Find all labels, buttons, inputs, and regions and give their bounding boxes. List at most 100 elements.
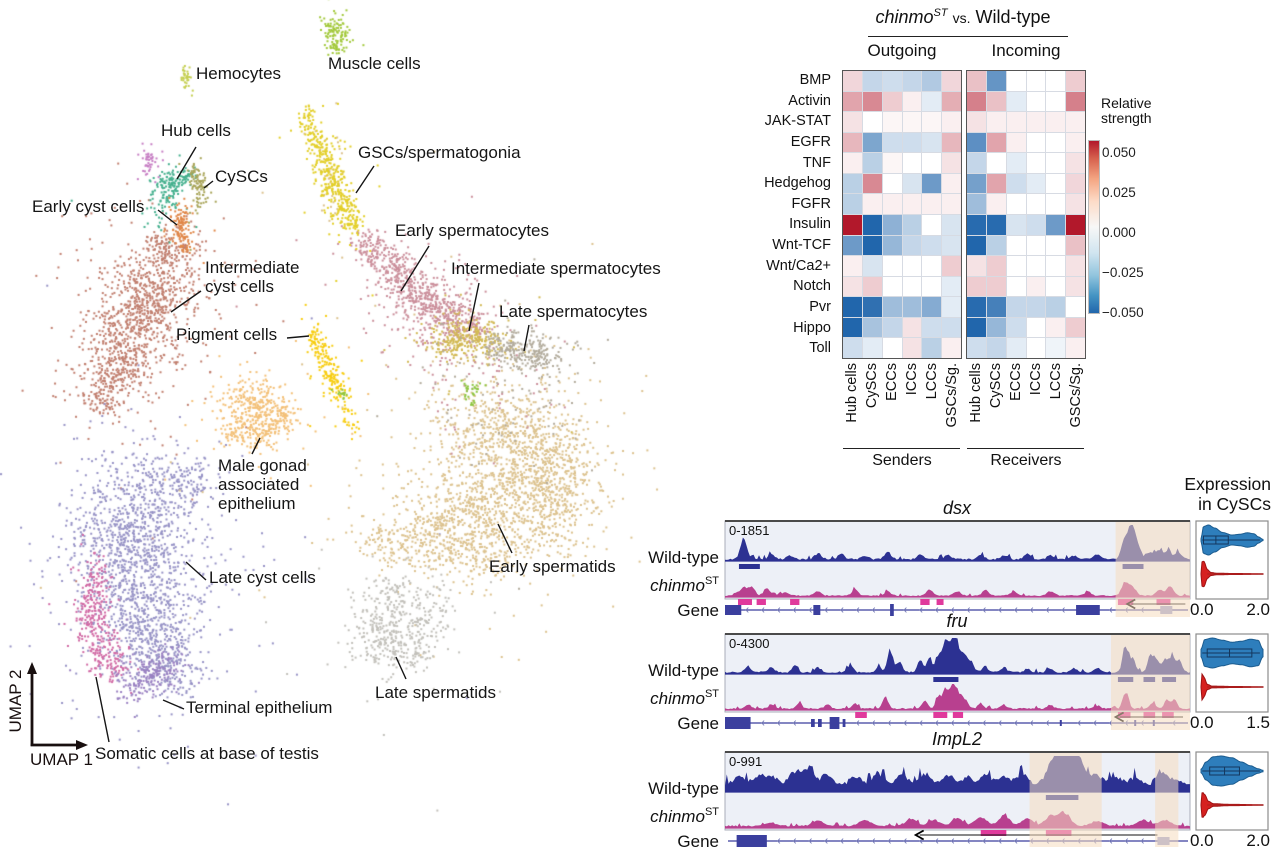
heatmap-cell: [1066, 214, 1085, 235]
scale-label-ImpL2: 0-991: [729, 754, 762, 769]
heatmap-cell: [862, 112, 882, 132]
heatmap-cell: [902, 338, 922, 358]
umap-label-hub-cells: Hub cells: [161, 121, 231, 140]
umap-label-early-cyst-cells: Early cyst cells: [32, 197, 145, 216]
exon-box: [842, 719, 846, 727]
exon-box: [811, 719, 815, 727]
intron-chevron: [840, 838, 844, 844]
heatmap-row-label: Hippo: [793, 319, 831, 336]
intron-chevron: [935, 720, 939, 726]
heatmap-cell: [843, 256, 862, 276]
intron-chevron: [919, 838, 923, 844]
expression-header: Expression in CySCs: [1095, 474, 1271, 514]
intron-chevron: [982, 607, 986, 613]
wt-row-label-dsx: Wild-type: [648, 548, 719, 567]
heatmap-cell: [1006, 132, 1026, 153]
heatmap-cell: [967, 173, 986, 194]
umap-label-late-spermatocytes: Late spermatocytes: [499, 302, 648, 321]
umap-leader-late-spermatids: [395, 656, 407, 680]
intron-chevron: [840, 607, 844, 613]
intron-chevron: [1140, 838, 1144, 844]
heatmap-cell: [862, 91, 882, 112]
heatmap-cell: [1046, 91, 1066, 112]
heatmap-cell: [942, 112, 961, 132]
mut-peak-box: [920, 599, 930, 605]
heatmap-col-label: Hub cells: [968, 363, 984, 423]
heatmap-col-label: ECCs: [884, 363, 900, 401]
heatmap-cell: [1006, 194, 1026, 214]
heatmap-cell: [967, 91, 986, 112]
heatmap-row-label: BMP: [799, 72, 831, 88]
mut-peak-box: [936, 599, 944, 605]
heatmap-row-label: Notch: [793, 278, 831, 295]
heatmap-cell: [1006, 235, 1026, 256]
heatmap-cell: [986, 153, 1006, 173]
heatmap-cell: [843, 173, 862, 194]
umap-leader-early-spermatocytes: [400, 245, 430, 292]
violin-xmin-fru: 0.0: [1190, 713, 1214, 732]
heatmap-title-wildtype: Wild-type: [975, 7, 1051, 27]
heatmap-col-label: LCCs: [1048, 363, 1064, 400]
heatmap-cell: [902, 214, 922, 235]
heatmap-cell: [1046, 132, 1066, 153]
heatmap-cell: [1006, 276, 1026, 297]
heatmap-cell: [922, 194, 942, 214]
wt-peak-box: [738, 564, 760, 569]
heatmap-cell: [922, 338, 942, 358]
heatmap-cell: [843, 235, 862, 256]
highlight-region: [1029, 753, 1102, 847]
intron-chevron: [745, 607, 749, 613]
heatmap-col-label: GSCs/Sg.: [1068, 363, 1084, 428]
heatmap-cell: [862, 214, 882, 235]
heatmap-col-label: ICCs: [1028, 363, 1044, 396]
highlight-region: [1155, 753, 1179, 847]
heatmap-cell: [902, 153, 922, 173]
heatmap-cell: [902, 71, 922, 91]
umap-leader-hub-cells: [176, 146, 197, 180]
intron-chevron: [776, 720, 781, 726]
heatmap-cell: [967, 132, 986, 153]
heatmap-cell: [1046, 297, 1066, 317]
heatmap-row-label: EGFR: [790, 133, 831, 150]
intron-chevron: [1108, 607, 1113, 613]
heatmap-row-label: Hedgehog: [764, 175, 831, 192]
highlight-region: [1115, 522, 1190, 617]
heatmap-cell: [986, 112, 1006, 132]
intron-chevron: [982, 720, 986, 726]
heatmap-cell: [967, 153, 986, 173]
heatmap-cell: [1066, 173, 1085, 194]
heatmap-cell: [882, 317, 902, 338]
heatmap-cell: [1006, 173, 1026, 194]
umap-leader-terminal-epithelium: [162, 699, 185, 710]
heatmap-cell: [922, 132, 942, 153]
heatmap-cell: [967, 235, 986, 256]
intron-chevron: [776, 607, 781, 613]
heatmap-cell: [843, 153, 862, 173]
heatmap-cell: [862, 276, 882, 297]
heatmap-cell: [1046, 153, 1066, 173]
heatmap-cell: [942, 132, 961, 153]
heatmap-grid-incoming: [966, 70, 1086, 359]
mut-coverage-fru: [725, 684, 1190, 710]
heatmap-cell: [967, 338, 986, 358]
heatmap-cell: [1066, 276, 1085, 297]
heatmap-cell: [1046, 338, 1066, 358]
scale-label-fru: 0-4300: [729, 636, 769, 651]
intron-chevron: [998, 607, 1002, 613]
intron-chevron: [855, 838, 860, 844]
heatmap-cell: [1026, 132, 1046, 153]
heatmap-cell: [1026, 173, 1046, 194]
heatmap-cell: [986, 194, 1006, 214]
umap-x-axis-arrowhead: [76, 740, 88, 750]
heatmap-cell: [922, 297, 942, 317]
exon-box: [725, 605, 742, 615]
heatmap-cell: [986, 214, 1006, 235]
heatmap-cell: [986, 297, 1006, 317]
heatmap-title-gene: chinmo: [875, 7, 934, 27]
heatmap-cell: [922, 214, 942, 235]
umap-y-axis-label: UMAP 2: [6, 669, 25, 733]
heatmap-cell: [967, 112, 986, 132]
heatmap-cell: [1026, 214, 1046, 235]
heatmap-col-label: CySCs: [864, 363, 880, 409]
intron-chevron: [950, 838, 955, 844]
